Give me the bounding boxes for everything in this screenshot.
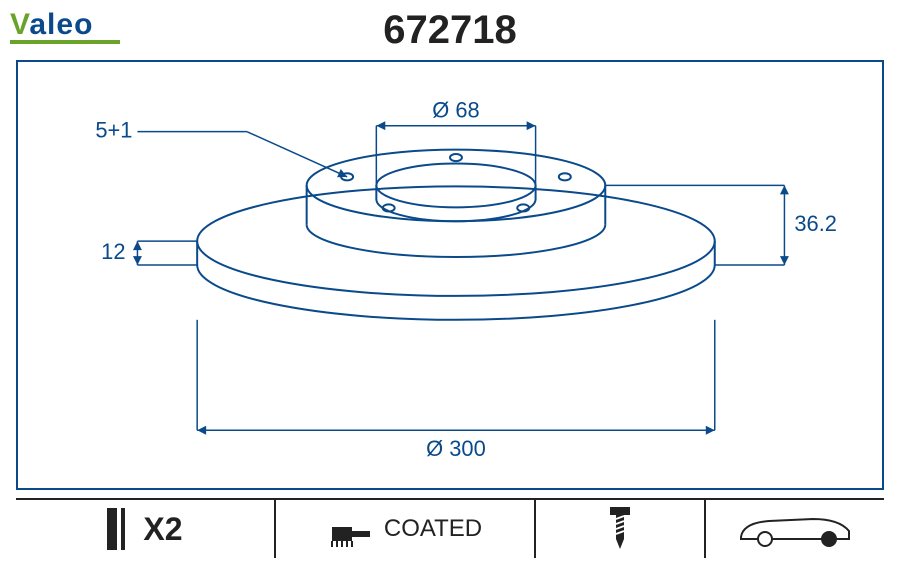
footer-coated-cell: COATED [276,500,536,558]
svg-text:Ø 300: Ø 300 [426,436,486,461]
car-rear-icon [735,507,855,551]
pair-icon [107,508,125,550]
coated-label: COATED [384,515,482,543]
technical-drawing: Ø 68 5+1 12 36.2 Ø 300 [18,62,882,490]
svg-text:5+1: 5+1 [95,118,132,143]
drawing-frame: Ø 68 5+1 12 36.2 Ø 300 [16,60,884,490]
brush-icon [328,509,374,549]
screw-icon [600,505,640,553]
footer-car-cell [706,500,884,558]
svg-text:36.2: 36.2 [794,211,837,236]
qty-label: X2 [143,511,182,548]
svg-text:Ø 68: Ø 68 [432,98,479,123]
footer-qty-cell: X2 [16,500,276,558]
footer-row: X2 COATED [16,498,884,558]
svg-text:12: 12 [101,239,125,264]
footer-screw-cell [536,500,706,558]
part-number: 672718 [0,8,900,53]
